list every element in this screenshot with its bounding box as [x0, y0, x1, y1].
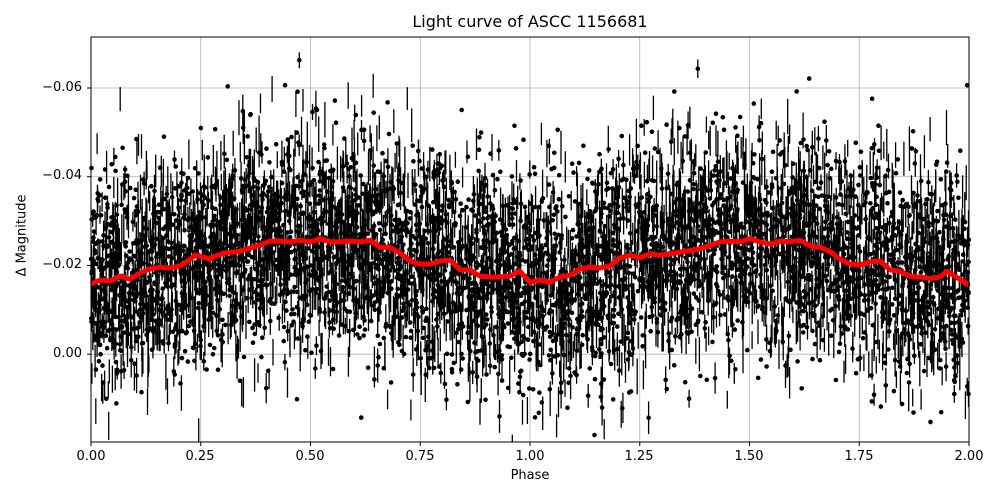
x-tick-label: 1.00 — [515, 449, 545, 464]
x-axis-label: Phase — [510, 468, 550, 483]
x-tick-label: 2.00 — [954, 449, 984, 464]
x-tick-label: 1.25 — [624, 449, 654, 464]
x-tick-label: 0.50 — [295, 449, 325, 464]
y-tick-label: 0.00 — [53, 346, 82, 361]
x-tick-label: 1.50 — [734, 449, 764, 464]
x-tick-label: 1.75 — [844, 449, 874, 464]
chart-title: Light curve of ASCC 1156681 — [412, 12, 648, 31]
y-tick-label: −0.04 — [42, 168, 82, 183]
x-tick-label: 0.00 — [76, 449, 106, 464]
y-tick-label: −0.02 — [42, 257, 82, 272]
axis-ticks — [87, 87, 970, 446]
x-tick-label: 0.75 — [405, 449, 435, 464]
binned-curve-line — [89, 236, 971, 288]
y-tick-label: −0.06 — [42, 80, 82, 95]
observation-points — [88, 52, 972, 442]
x-tick-label: 0.25 — [185, 449, 215, 464]
